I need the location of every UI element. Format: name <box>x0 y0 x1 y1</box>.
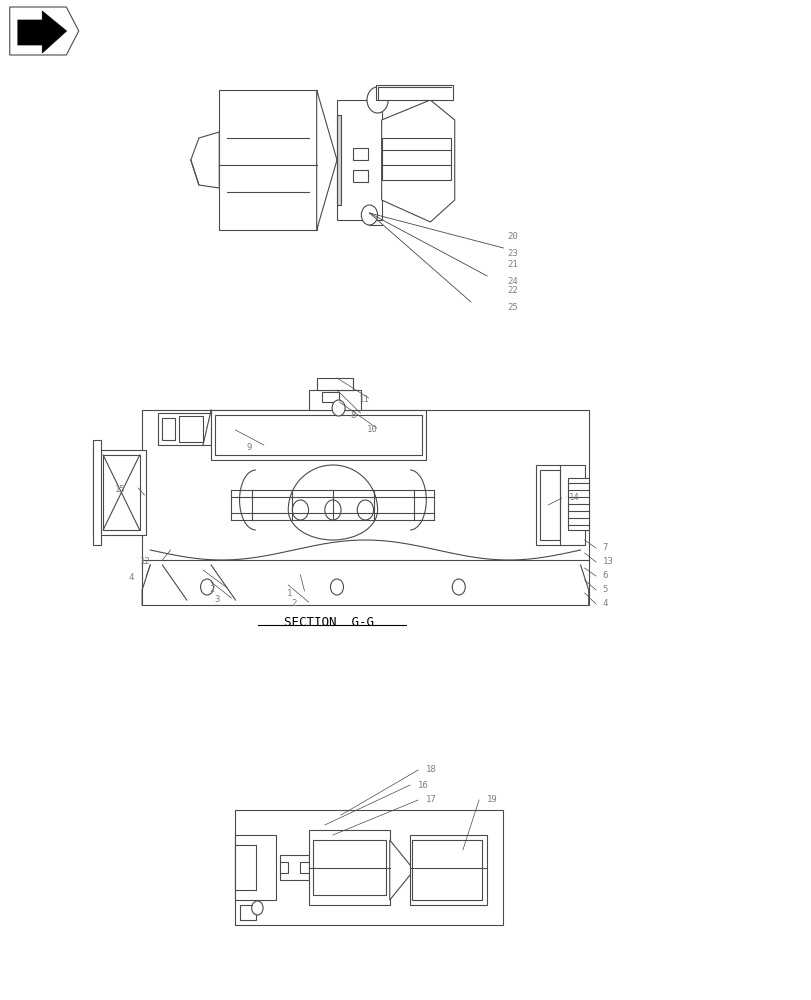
Bar <box>316 378 353 390</box>
Polygon shape <box>316 90 337 230</box>
Circle shape <box>361 205 377 225</box>
Text: 11: 11 <box>358 395 369 404</box>
Text: 24: 24 <box>507 277 517 286</box>
Text: 1: 1 <box>286 588 292 597</box>
Text: 18: 18 <box>426 766 436 774</box>
Bar <box>322 392 338 402</box>
Circle shape <box>251 901 263 915</box>
Bar <box>235 845 255 890</box>
Text: 7: 7 <box>602 544 607 552</box>
Circle shape <box>357 500 373 520</box>
Bar <box>337 115 341 205</box>
Bar <box>235 835 276 900</box>
Bar <box>300 862 308 873</box>
Polygon shape <box>191 132 219 188</box>
Polygon shape <box>381 100 454 222</box>
Bar <box>410 835 487 905</box>
Bar <box>93 440 101 545</box>
Bar <box>337 100 381 220</box>
Text: 4: 4 <box>602 599 607 608</box>
Circle shape <box>292 500 308 520</box>
Text: 23: 23 <box>507 249 517 258</box>
Bar <box>178 416 203 442</box>
Text: 22: 22 <box>507 286 517 295</box>
Text: 3: 3 <box>213 595 219 604</box>
Polygon shape <box>389 840 414 900</box>
Text: 14: 14 <box>568 493 578 502</box>
Bar <box>103 455 139 530</box>
Bar <box>280 862 288 873</box>
Circle shape <box>330 579 343 595</box>
Circle shape <box>367 87 388 113</box>
Text: 6: 6 <box>602 572 607 580</box>
Text: 20: 20 <box>507 232 517 241</box>
Text: 21: 21 <box>507 260 517 269</box>
Text: 2: 2 <box>290 599 296 608</box>
Polygon shape <box>18 11 67 53</box>
Circle shape <box>452 579 465 595</box>
Bar <box>211 410 426 460</box>
Text: 12: 12 <box>139 558 150 566</box>
Bar <box>412 840 481 900</box>
Bar <box>568 478 588 530</box>
Text: 4: 4 <box>128 574 134 582</box>
Text: 16: 16 <box>418 780 428 790</box>
Bar <box>142 560 588 605</box>
Bar <box>353 170 367 182</box>
Text: 25: 25 <box>507 303 517 312</box>
Circle shape <box>200 579 213 595</box>
Text: 17: 17 <box>426 796 436 804</box>
Bar <box>235 810 503 925</box>
Bar <box>142 410 588 565</box>
Bar <box>312 840 385 895</box>
Polygon shape <box>10 7 79 55</box>
Text: 8: 8 <box>350 410 356 420</box>
Bar <box>535 465 584 545</box>
Text: 10: 10 <box>367 426 377 434</box>
Circle shape <box>324 500 341 520</box>
Bar <box>539 470 560 540</box>
Bar <box>375 85 453 100</box>
Text: 13: 13 <box>602 558 612 566</box>
Text: 19: 19 <box>487 796 497 804</box>
Bar <box>308 390 361 410</box>
Bar <box>215 415 422 455</box>
Text: SECTION  G-G: SECTION G-G <box>284 615 373 629</box>
Bar <box>353 148 367 160</box>
Text: 9: 9 <box>246 442 251 452</box>
Bar <box>280 855 308 880</box>
Circle shape <box>332 400 345 416</box>
Bar <box>162 418 174 440</box>
Bar <box>219 90 316 230</box>
Bar <box>381 138 450 180</box>
Text: 5: 5 <box>602 585 607 594</box>
Text: 2: 2 <box>209 585 215 594</box>
Bar <box>308 830 389 905</box>
Bar <box>158 413 211 445</box>
Bar <box>239 905 255 920</box>
Bar <box>93 450 146 535</box>
Text: 15: 15 <box>115 486 126 494</box>
